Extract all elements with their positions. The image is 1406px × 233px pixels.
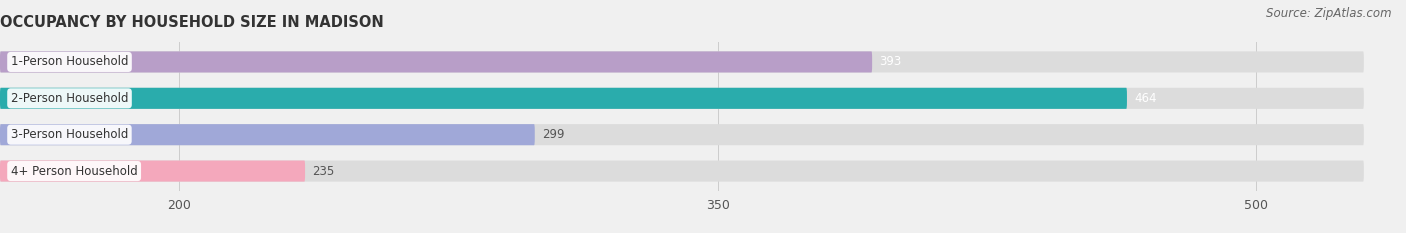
Text: 4+ Person Household: 4+ Person Household <box>11 164 138 178</box>
Text: 235: 235 <box>312 164 335 178</box>
Text: 1-Person Household: 1-Person Household <box>11 55 128 69</box>
Text: 299: 299 <box>541 128 564 141</box>
FancyBboxPatch shape <box>0 51 872 72</box>
FancyBboxPatch shape <box>0 161 305 182</box>
Text: OCCUPANCY BY HOUSEHOLD SIZE IN MADISON: OCCUPANCY BY HOUSEHOLD SIZE IN MADISON <box>0 15 384 30</box>
Text: 464: 464 <box>1135 92 1157 105</box>
Text: 3-Person Household: 3-Person Household <box>11 128 128 141</box>
FancyBboxPatch shape <box>0 88 1364 109</box>
Text: Source: ZipAtlas.com: Source: ZipAtlas.com <box>1267 7 1392 20</box>
FancyBboxPatch shape <box>0 124 534 145</box>
Text: 2-Person Household: 2-Person Household <box>11 92 128 105</box>
FancyBboxPatch shape <box>0 124 1364 145</box>
FancyBboxPatch shape <box>0 161 1364 182</box>
Text: 393: 393 <box>879 55 901 69</box>
FancyBboxPatch shape <box>0 88 1128 109</box>
FancyBboxPatch shape <box>0 51 1364 72</box>
